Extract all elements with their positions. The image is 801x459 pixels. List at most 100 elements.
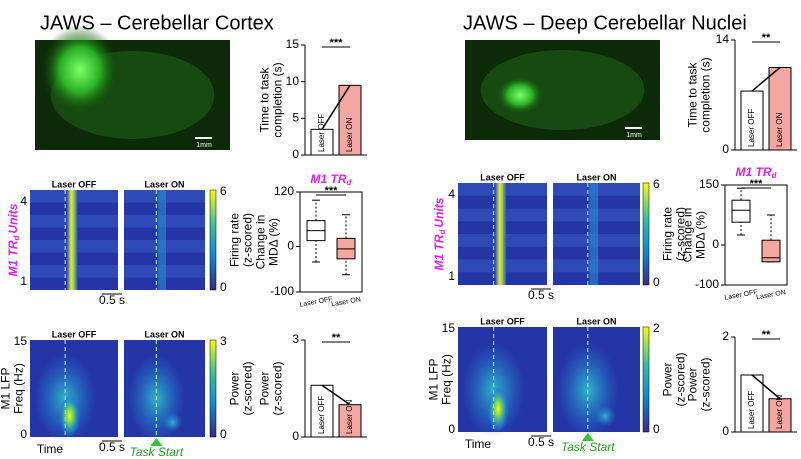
task-start-marker [150, 438, 163, 446]
colorbar-tick: 3 [220, 334, 227, 348]
box [761, 239, 781, 263]
y-tick-label: 0 [712, 237, 719, 251]
y-axis-label: Power [258, 371, 272, 405]
y-axis-label: M1 LFP [427, 358, 441, 400]
y-axis-label: Power [686, 367, 700, 401]
time-bar-label: 0.5 s [528, 435, 554, 449]
y-axis-label: completion (s) [699, 57, 713, 132]
md-title: M1 TRd [311, 172, 353, 187]
colorbar-label: (z-scored) [674, 207, 688, 261]
brain-glow [495, 75, 545, 115]
y-axis-label: Time to task [258, 67, 272, 133]
y-tick-label: 3 [292, 332, 299, 346]
y-axis-label: Change in [681, 208, 695, 263]
plot-frame [299, 191, 363, 293]
colorbar-tick: 0 [653, 275, 660, 289]
colorbar-label: (z-scored) [241, 361, 255, 415]
y-tick-label: 120 [274, 184, 294, 198]
y-axis-label: (z-scored) [271, 361, 285, 415]
time-bar-label: 0.5 s [528, 288, 554, 302]
colorbar-tick: 0 [653, 422, 660, 436]
heatmap-label: Laser OFF [52, 329, 97, 339]
panel-title: JAWS – Cerebellar Cortex [40, 12, 274, 34]
y-axis-label: MDΔ (%) [267, 218, 281, 266]
label-sub: d [12, 234, 21, 240]
label-sub: d [347, 178, 353, 187]
y-axis-label: M1 LFP [0, 367, 13, 409]
colorbar-label: Firing rate [228, 213, 242, 267]
y-tick-label: 10 [286, 74, 300, 88]
colorbar-tick: 0 [220, 427, 227, 441]
bar-category: Laser OFF [747, 109, 756, 147]
colorbar-tick: 6 [220, 184, 227, 198]
task-start-marker [581, 433, 594, 441]
plot-frame [724, 184, 788, 286]
heatmap-blob [487, 385, 509, 432]
colorbar-label: Power [228, 371, 242, 405]
colorbar-label: (z-scored) [241, 213, 255, 267]
y-axis-label: M1 TRdUnits [432, 197, 447, 270]
heatmap-label: Laser OFF [52, 179, 97, 189]
connector [321, 384, 351, 406]
y-tick-label: 1 [20, 274, 27, 288]
y-tick-label: 0 [448, 422, 455, 436]
y-tick-label: 0 [20, 427, 27, 441]
y-tick-label: 15 [286, 37, 300, 51]
label-sub: d [772, 171, 778, 180]
heatmap-label: Laser ON [144, 179, 184, 189]
box-category: Laser OFF [299, 296, 333, 309]
connector [321, 84, 351, 130]
y-tick-label: 150 [699, 177, 719, 191]
connector [751, 66, 781, 92]
y-axis-label: completion (s) [271, 62, 285, 137]
colorbar [209, 339, 217, 438]
label-sub: d [438, 228, 447, 234]
heatmap-blob [162, 412, 183, 433]
bar-category: Laser OFF [747, 391, 756, 429]
label-part: Units [432, 197, 446, 227]
label-part: Units [6, 203, 20, 233]
y-tick-label: 0 [292, 147, 299, 161]
x-axis-label: Time [37, 442, 64, 456]
y-axis-label: (z-scored) [699, 357, 713, 411]
colorbar [642, 182, 650, 286]
heatmap-blob [594, 405, 616, 427]
task-start-label: Task Start [130, 445, 184, 459]
connector [751, 374, 781, 400]
colorbar-label: Firing rate [661, 207, 675, 261]
y-tick-label: 4 [20, 194, 27, 208]
bar-category: Laser ON [345, 400, 354, 434]
box [731, 199, 751, 223]
y-tick-label: 15 [442, 321, 456, 335]
colorbar [642, 326, 650, 433]
y-tick-label: 14 [716, 32, 730, 46]
time-bar-label: 0.5 s [99, 293, 125, 307]
y-axis-label: Time to task [686, 62, 700, 128]
y-axis-label: Change in [254, 215, 268, 270]
heatmap-label: Laser OFF [480, 172, 525, 182]
heatmap-label: Laser ON [576, 316, 616, 326]
y-tick-label: -100 [695, 277, 719, 291]
y-axis-label: Freq (Hz) [12, 363, 26, 414]
y-axis-label: M1 TRdUnits [6, 203, 21, 276]
brain-glow [40, 25, 120, 115]
sig-label: ** [332, 332, 341, 344]
heatmap-label: Laser OFF [480, 316, 525, 326]
sig-label: ** [762, 329, 771, 341]
scale-label: 1mm [626, 132, 642, 139]
colorbar-label: Power [661, 362, 675, 396]
bar-category: Laser OFF [317, 396, 326, 434]
y-axis-label: MDΔ (%) [694, 211, 708, 259]
colorbar-tick: 6 [653, 177, 660, 191]
y-tick-label: 0 [287, 239, 294, 253]
label-part: M1 TR [6, 240, 20, 276]
y-axis-label: Freq (Hz) [440, 354, 454, 405]
heatmap-stripe [158, 190, 167, 290]
heatmap-stripe [589, 183, 599, 285]
y-tick-label: 4 [448, 187, 455, 201]
box-category: Laser ON [756, 289, 787, 301]
y-tick-label: 0 [722, 142, 729, 156]
bar-category: Laser ON [775, 395, 784, 429]
heatmap-blob [59, 394, 81, 437]
